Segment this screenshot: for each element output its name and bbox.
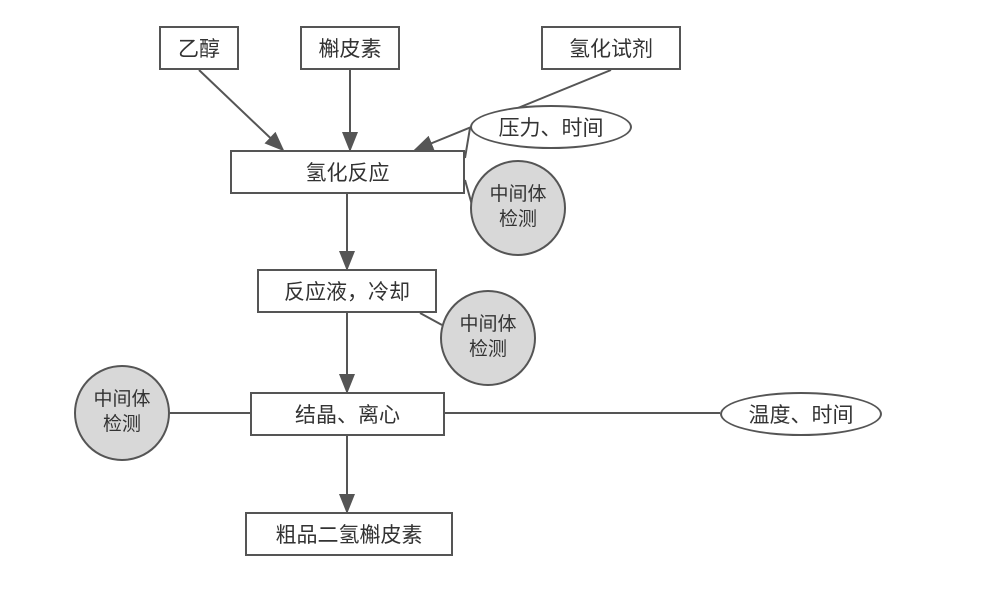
flow-node-hydrogenation-reaction: 氢化反应 — [230, 150, 465, 194]
node-label: 乙醇 — [178, 33, 220, 63]
node-label: 温度、时间 — [749, 399, 854, 429]
flow-node-output-crude-dihydroquercetin: 粗品二氢槲皮素 — [245, 512, 453, 556]
node-label: 氢化试剂 — [569, 33, 653, 63]
flow-node-param-temperature-time: 温度、时间 — [720, 392, 882, 436]
node-label: 压力、时间 — [499, 112, 604, 142]
node-label: 反应液，冷却 — [284, 276, 410, 306]
flow-node-input-quercetin: 槲皮素 — [300, 26, 400, 70]
node-label: 结晶、离心 — [295, 399, 400, 429]
flow-node-intermediate-check-2: 中间体检测 — [440, 290, 536, 386]
flow-node-crystallize-centrifuge: 结晶、离心 — [250, 392, 445, 436]
node-label: 中间体检测 — [93, 388, 150, 437]
node-label: 粗品二氢槲皮素 — [276, 519, 423, 549]
flow-node-intermediate-check-3: 中间体检测 — [74, 365, 170, 461]
node-label: 中间体检测 — [459, 313, 516, 362]
flow-node-reaction-liquid-cooling: 反应液，冷却 — [257, 269, 437, 313]
node-label: 中间体检测 — [489, 183, 546, 232]
flow-node-intermediate-check-1: 中间体检测 — [470, 160, 566, 256]
node-label: 槲皮素 — [319, 33, 382, 63]
node-label: 氢化反应 — [306, 157, 390, 187]
flow-node-input-ethanol: 乙醇 — [159, 26, 239, 70]
flow-node-input-hydrogenation-reagent: 氢化试剂 — [541, 26, 681, 70]
flow-node-param-pressure-time: 压力、时间 — [470, 105, 632, 149]
